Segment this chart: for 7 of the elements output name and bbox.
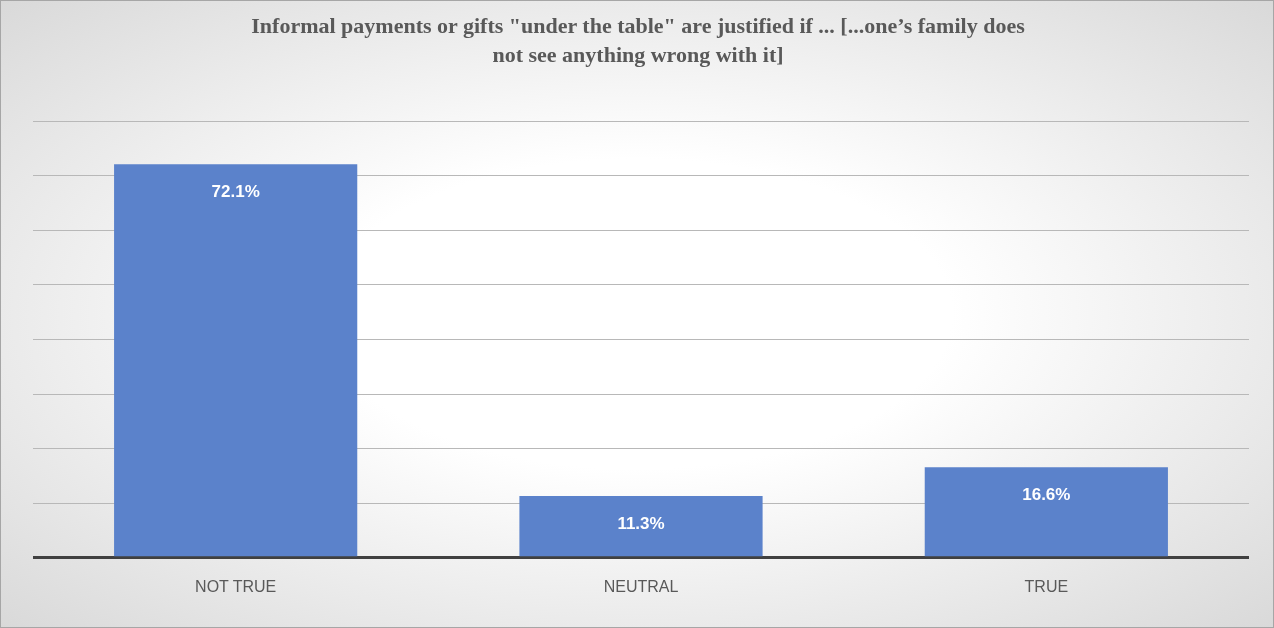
x-tick-label: NEUTRAL — [603, 577, 679, 595]
data-label: 72.1% — [211, 181, 260, 201]
data-label: 11.3% — [617, 513, 665, 533]
data-label: 16.6% — [1022, 484, 1071, 504]
chart-title: Informal payments or gifts "under the table" are justified if ... [...one’s family does not see anything wrong with it] — [250, 12, 1026, 69]
x-tick-label: TRUE — [1024, 577, 1069, 595]
x-tick-label: NOT TRUE — [195, 577, 277, 595]
